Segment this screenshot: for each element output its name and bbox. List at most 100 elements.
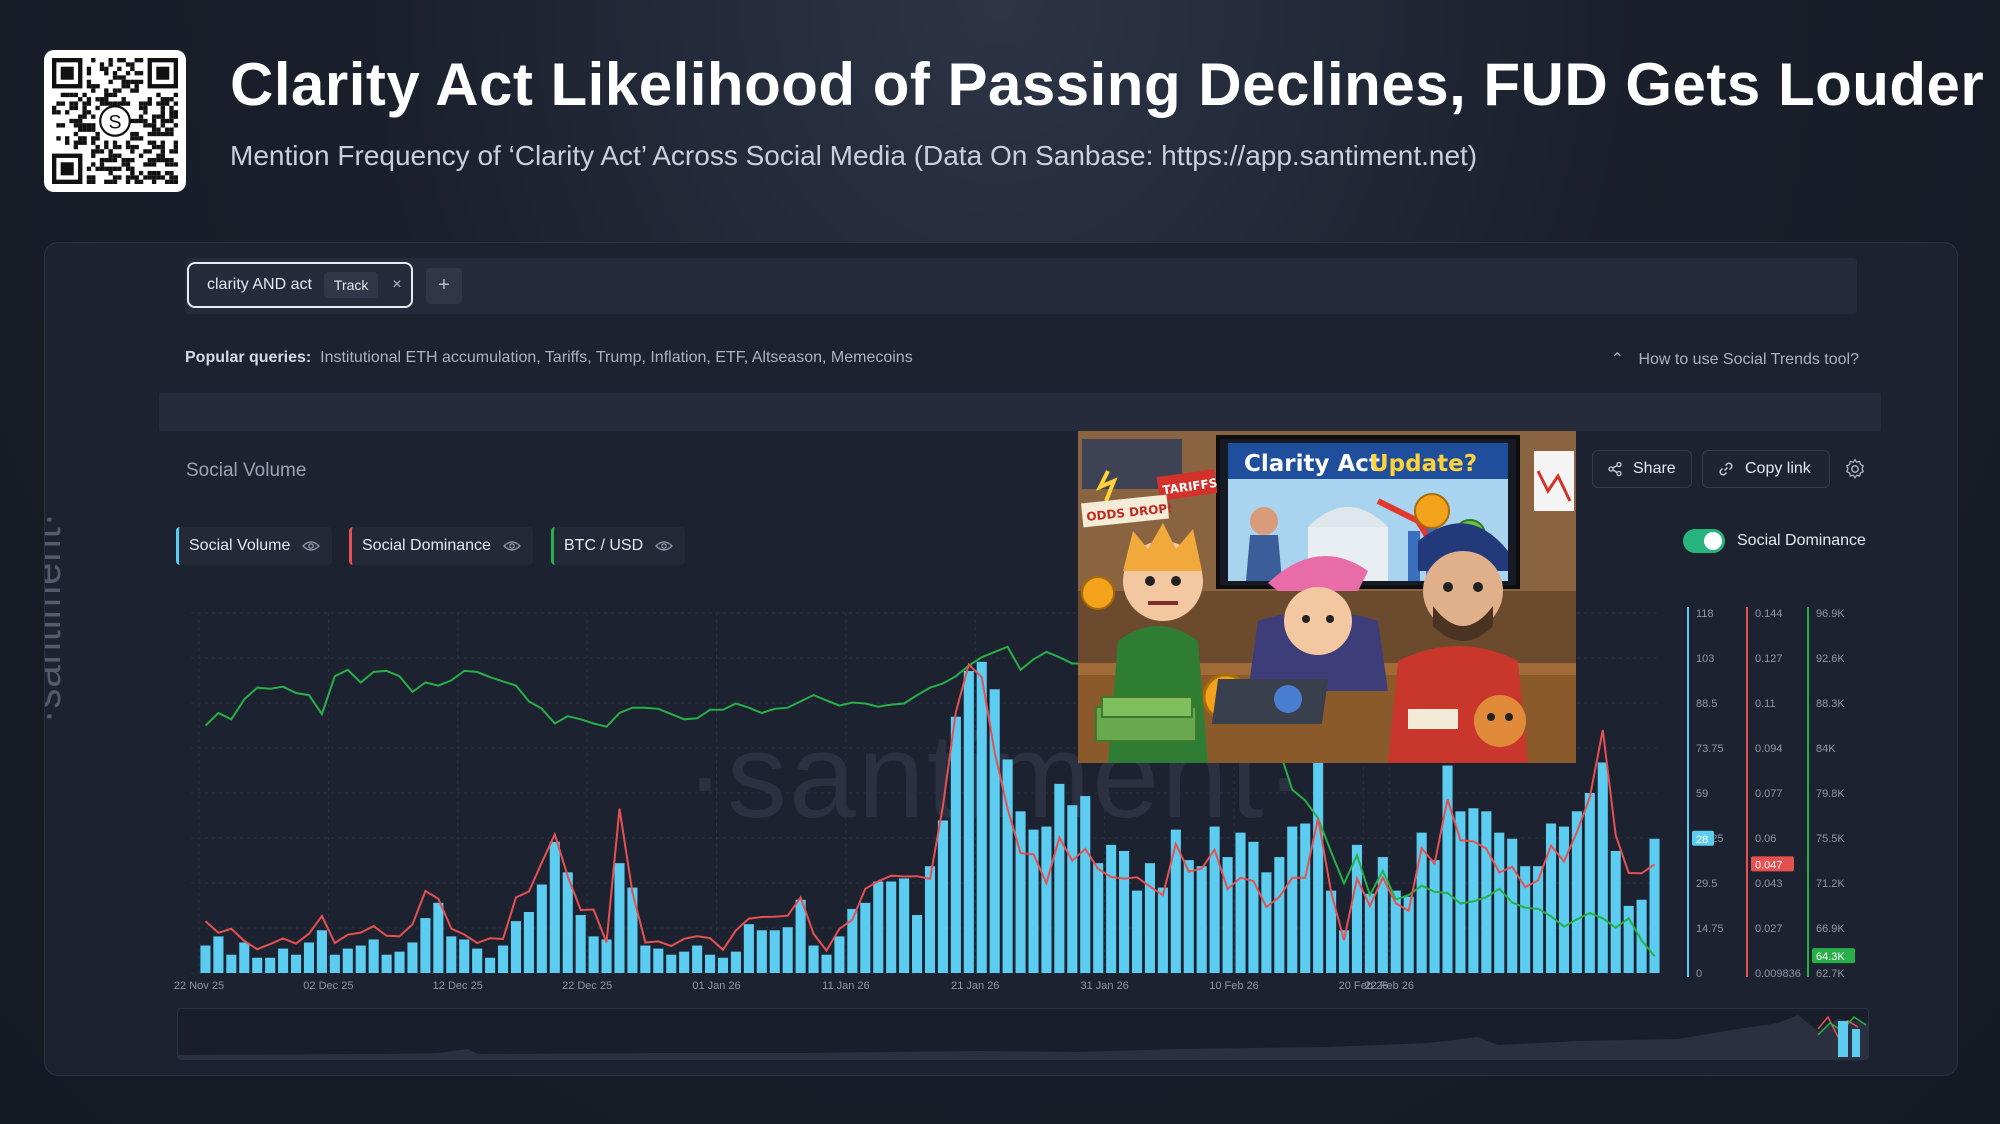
y-tick-label: 96.9K (1816, 608, 1845, 620)
qr-module (130, 170, 135, 176)
social-volume-bar (290, 954, 302, 973)
qr-module (130, 131, 135, 137)
share-button[interactable]: Share (1592, 450, 1692, 488)
social-volume-bar (588, 936, 599, 973)
social-volume-bar (912, 915, 923, 973)
qr-module (104, 101, 109, 106)
share-label: Share (1633, 460, 1676, 477)
qr-module (117, 166, 122, 171)
qr-module (160, 123, 165, 128)
legend-social-dominance[interactable]: Social Dominance (349, 527, 533, 565)
qr-module (169, 149, 174, 154)
x-tick-label: 20 Feb 26 (1339, 980, 1389, 992)
qr-module (82, 136, 87, 141)
qr-module (173, 92, 178, 98)
how-to-link[interactable]: ⌃ How to use Social Trends tool? (1611, 349, 1859, 369)
legend-btc-usd[interactable]: BTC / USD (551, 527, 686, 565)
social-volume-bar (743, 924, 754, 973)
qr-module (112, 157, 118, 163)
social-dominance-toggle[interactable]: Social Dominance (1683, 529, 1866, 553)
qr-module (169, 118, 174, 124)
qr-module (117, 144, 122, 150)
qr-module (151, 170, 157, 176)
qr-module (125, 71, 131, 76)
social-volume-bar (1351, 844, 1363, 973)
qr-module (164, 101, 170, 106)
chevron-up-icon: ⌃ (1610, 351, 1624, 368)
qr-module (151, 114, 157, 119)
track-button[interactable]: Track (323, 272, 379, 298)
qr-module (112, 71, 118, 76)
social-volume-bar (730, 951, 741, 973)
qr-module (65, 92, 70, 98)
query-bar: clarity AND act Track × + (185, 258, 1857, 314)
qr-module (134, 179, 139, 184)
qr-module (82, 123, 87, 128)
qr-module (104, 179, 109, 184)
qr-module (121, 75, 126, 80)
social-volume-bar (316, 930, 327, 973)
qr-module (112, 75, 118, 80)
qr-module (91, 140, 96, 145)
social-volume-bar (834, 936, 845, 973)
query-chip[interactable]: clarity AND act Track × (187, 262, 413, 308)
qr-module (169, 157, 174, 163)
eye-icon[interactable] (655, 540, 674, 552)
qr-module (95, 131, 100, 137)
social-volume-bar (1326, 890, 1337, 973)
qr-module (91, 58, 96, 63)
qr-module (164, 131, 170, 137)
qr-module (125, 162, 131, 167)
qr-module (173, 110, 178, 115)
social-volume-bar (562, 872, 573, 973)
x-tick-label: 22 Nov 25 (174, 980, 224, 992)
eye-icon[interactable] (302, 540, 321, 552)
y-tick-label: 84K (1816, 743, 1836, 755)
qr-module (95, 149, 100, 154)
qr-module (169, 131, 174, 137)
qr-module (78, 114, 83, 119)
qr-module (117, 88, 122, 93)
qr-module (91, 175, 96, 180)
chart-navigator[interactable] (177, 1008, 1869, 1060)
qr-module (138, 58, 144, 63)
add-query-button[interactable]: + (426, 268, 462, 304)
legend-label: BTC / USD (564, 537, 644, 554)
social-volume-bar (1235, 832, 1246, 973)
qr-module (65, 110, 70, 115)
qr-module (78, 140, 83, 145)
qr-module (112, 175, 118, 180)
qr-module (173, 162, 178, 167)
qr-module (117, 101, 122, 106)
popular-queries-list[interactable]: Institutional ETH accumulation, Tariffs,… (320, 349, 913, 366)
settings-gear-icon[interactable] (1843, 457, 1867, 481)
current-value-badge (1812, 948, 1855, 964)
copy-link-button[interactable]: Copy link (1702, 450, 1830, 488)
social-volume-bar (1416, 832, 1427, 973)
qr-module (169, 105, 174, 111)
qr-module (104, 157, 109, 163)
qr-module (108, 166, 113, 171)
qr-module (160, 153, 165, 158)
qr-module (156, 131, 161, 137)
link-icon (1719, 462, 1733, 476)
qr-module (143, 118, 148, 124)
social-volume-bar (239, 942, 250, 973)
qr-module (73, 123, 79, 128)
social-volume-bar (1623, 905, 1634, 973)
qr-module (134, 79, 139, 85)
eye-icon[interactable] (503, 540, 521, 552)
qr-center-letter: S (108, 111, 121, 133)
social-volume-bar (278, 948, 289, 973)
legend-social-volume[interactable]: Social Volume (176, 527, 333, 565)
toggle-switch[interactable] (1683, 529, 1725, 553)
qr-module (108, 101, 113, 106)
social-volume-bar (329, 954, 340, 973)
qr-module (160, 110, 165, 115)
qr-module (117, 153, 122, 158)
social-volume-bar (1597, 762, 1608, 973)
social-volume-bar (523, 911, 534, 973)
cartoon-illustration: Clarity Act Update? TARIFFS ODDS DROP! (1078, 431, 1576, 763)
close-icon[interactable]: × (392, 276, 402, 293)
qr-module (143, 101, 148, 106)
